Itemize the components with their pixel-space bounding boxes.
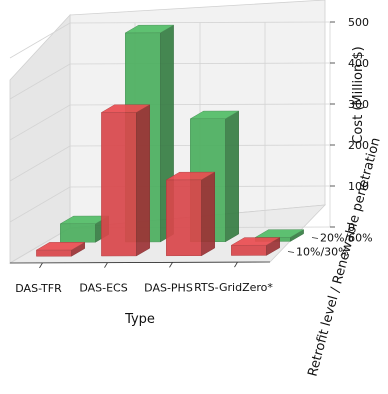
gridline-side (9, 63, 71, 100)
y-tick-label: 20%/60% (320, 232, 373, 245)
gridline-side (9, 186, 71, 223)
x-tick (169, 262, 173, 268)
z-axis: 0 100 200 300 400 500 (330, 16, 369, 234)
x-tick (104, 262, 108, 268)
y-axis: 10%/30%20%/60% (287, 232, 373, 259)
z-tick-label: 200 (348, 139, 369, 152)
z-axis-title: Cost (Million $) (351, 46, 366, 143)
gridline-side (9, 22, 71, 59)
z-tick-label: 0 (348, 221, 355, 234)
x-tick-label: RTS-GridZero* (194, 281, 273, 294)
x-tick (234, 261, 238, 268)
x-axis-line (9, 261, 271, 264)
bars-group (35, 24, 305, 257)
z-tick-label: 500 (348, 16, 369, 29)
y-tick (311, 237, 319, 239)
bar-das-phs-low (165, 171, 216, 257)
x-tick-label: DAS-ECS (79, 282, 127, 295)
z-tick-label: 300 (348, 98, 369, 111)
x-tick-label: DAS-TFR (15, 282, 62, 295)
z-tick-label: 400 (348, 57, 369, 70)
x-tick-label: DAS-PHS (144, 281, 193, 294)
x-axis: DAS-TFR DAS-ECS DAS-PHS RTS-GridZero* (9, 261, 273, 295)
x-axis-title: Type (124, 312, 155, 327)
x-tick (39, 262, 43, 269)
bar-das-ecs-low (100, 104, 151, 257)
y-tick (287, 251, 295, 253)
gridline-side (9, 145, 71, 182)
bar-rts-gridzero--low (230, 237, 281, 256)
gridline-side (9, 104, 71, 141)
y-tick-label: 10%/30% (296, 246, 349, 259)
gridline-side (9, 227, 71, 264)
z-tick-label: 100 (348, 180, 369, 193)
bar-das-tfr-low (35, 241, 86, 257)
